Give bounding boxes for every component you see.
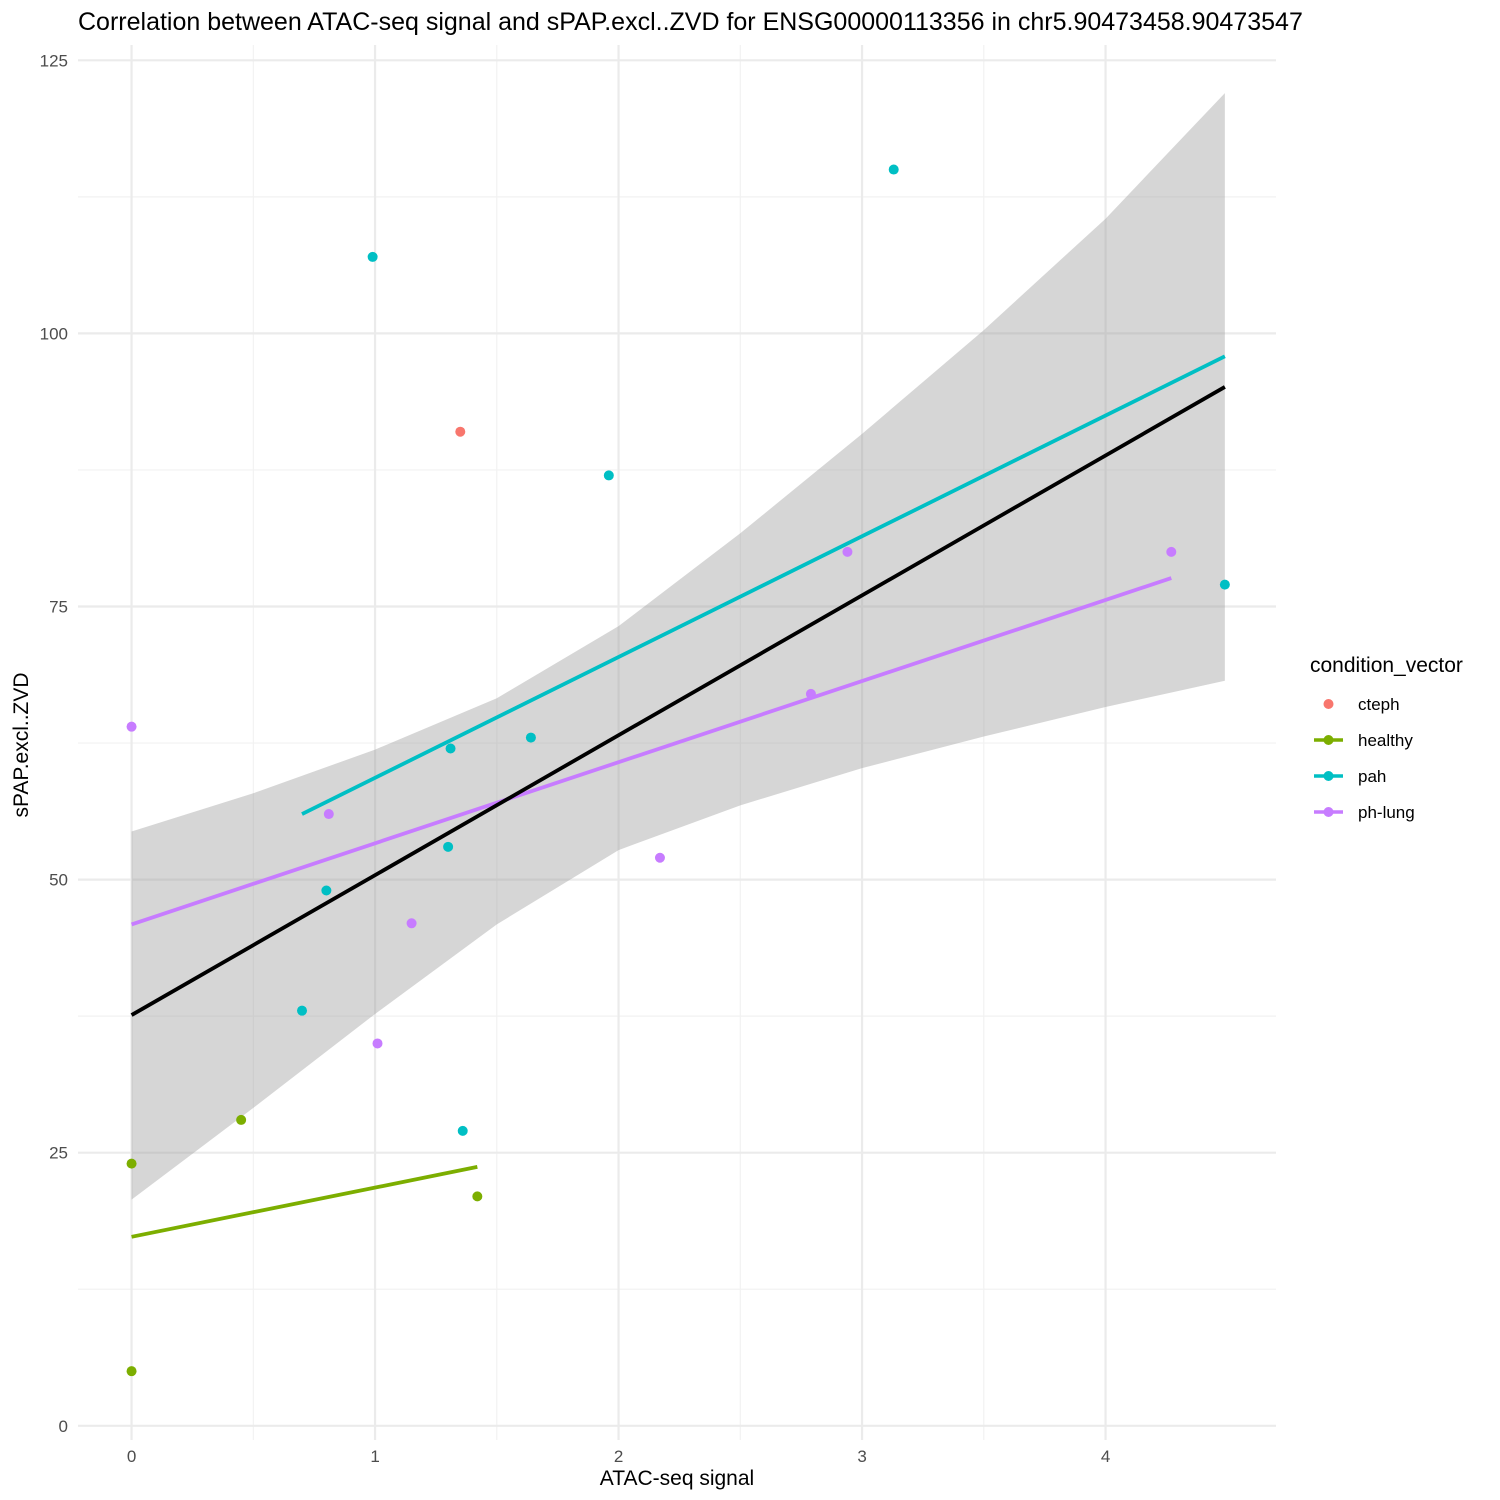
- point-pah: [525, 732, 536, 743]
- y-tick-label: 50: [49, 871, 68, 890]
- point-pah: [1219, 579, 1230, 590]
- fit-lines: [130, 354, 1226, 1239]
- legend-label-healthy: healthy: [1358, 731, 1413, 750]
- point-cteph: [455, 426, 466, 437]
- data-points: [126, 164, 1230, 1377]
- legend-key-point-ph-lung: [1323, 807, 1334, 817]
- y-tick-label: 75: [49, 597, 68, 616]
- point-pah: [367, 251, 378, 262]
- chart-title: Correlation between ATAC-seq signal and …: [78, 8, 1303, 36]
- point-pah: [888, 164, 899, 175]
- point-pah: [321, 885, 332, 896]
- point-pah: [297, 1005, 308, 1016]
- y-tick-label: 25: [49, 1144, 68, 1163]
- point-ph-lung: [842, 546, 853, 557]
- x-tick-label: 0: [127, 1447, 136, 1466]
- fit-line-ph-lung: [130, 576, 1172, 927]
- x-tick-label: 4: [1101, 1447, 1110, 1466]
- point-pah: [443, 841, 454, 852]
- point-pah: [457, 1125, 468, 1136]
- point-ph-lung: [126, 721, 137, 732]
- y-tick-label: 0: [59, 1417, 68, 1436]
- point-ph-lung: [406, 918, 417, 929]
- legend-title: condition_vector: [1310, 654, 1463, 677]
- point-healthy: [236, 1114, 247, 1125]
- point-ph-lung: [323, 809, 334, 820]
- x-axis-ticks: 0 1 2 3 4: [127, 1447, 1110, 1466]
- x-axis-title: ATAC-seq signal: [600, 1467, 754, 1490]
- fit-line-healthy: [131, 1165, 478, 1239]
- point-ph-lung: [805, 688, 816, 699]
- y-axis-title: sPAP.excl..ZVD: [10, 672, 33, 817]
- point-ph-lung: [654, 852, 665, 863]
- x-tick-label: 1: [370, 1447, 379, 1466]
- point-pah: [603, 470, 614, 481]
- x-tick-label: 2: [614, 1447, 623, 1466]
- point-ph-lung: [1166, 546, 1177, 557]
- legend-label-pah: pah: [1358, 767, 1386, 786]
- point-healthy: [126, 1158, 137, 1169]
- legend-key-point-healthy: [1323, 735, 1334, 745]
- y-tick-label: 125: [40, 51, 68, 70]
- point-ph-lung: [372, 1038, 383, 1049]
- grid: [78, 45, 1276, 1440]
- point-healthy: [126, 1366, 137, 1377]
- legend: condition_vector cteph healthy pah ph-lung: [1310, 654, 1463, 822]
- y-tick-label: 100: [40, 324, 68, 343]
- overall-fit-line: [130, 385, 1226, 1017]
- confidence-band: [131, 93, 1225, 1200]
- point-pah: [445, 743, 456, 754]
- confidence-band-area: [131, 93, 1225, 1200]
- y-axis-ticks: 0 25 50 75 100 125: [40, 51, 68, 1436]
- x-tick-label: 3: [857, 1447, 866, 1466]
- legend-key-point-pah: [1323, 771, 1334, 781]
- legend-label-cteph: cteph: [1358, 695, 1400, 714]
- point-healthy: [472, 1191, 483, 1202]
- fit-line-pah: [301, 354, 1226, 816]
- legend-key-point-cteph: [1323, 699, 1334, 709]
- legend-label-ph-lung: ph-lung: [1358, 803, 1415, 822]
